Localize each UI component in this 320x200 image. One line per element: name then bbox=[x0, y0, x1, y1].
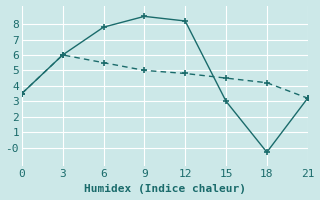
X-axis label: Humidex (Indice chaleur): Humidex (Indice chaleur) bbox=[84, 184, 246, 194]
